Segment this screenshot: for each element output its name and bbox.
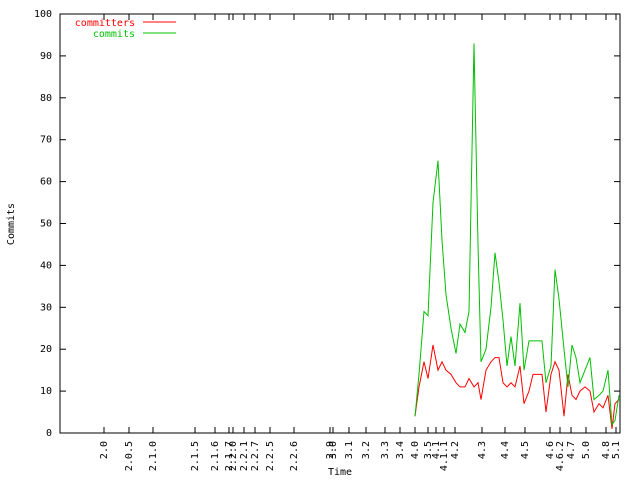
y-tick-label: 20 <box>40 344 52 355</box>
y-tick-label: 100 <box>34 9 52 20</box>
x-tick-label: 3.3 <box>380 441 391 459</box>
y-tick-label: 0 <box>46 428 52 439</box>
x-tick-label: 4.6.2 <box>555 441 566 471</box>
y-tick-label: 90 <box>40 51 52 62</box>
legend-label: committers <box>75 18 135 29</box>
series-line <box>414 344 620 429</box>
x-tick-label: 3.5 <box>423 441 434 459</box>
y-axis-label: Commits <box>6 203 17 245</box>
x-tick-label: 2.0 <box>99 441 110 459</box>
x-tick-label: 2.9 <box>325 441 336 459</box>
y-tick-label: 40 <box>40 260 52 271</box>
x-tick-label: 2.1.6 <box>210 441 221 471</box>
x-tick-label: 5.0 <box>581 441 592 459</box>
x-tick-label: 5.1 <box>611 441 622 459</box>
x-tick-label: 4.3 <box>477 441 488 459</box>
x-tick-label: 2.2.5 <box>265 441 276 471</box>
x-tick-label: 4.8 <box>601 441 612 459</box>
x-tick-label: 4.7 <box>566 441 577 459</box>
x-tick-label: 4.4 <box>500 441 511 459</box>
y-tick-label: 60 <box>40 177 52 188</box>
y-tick-label: 80 <box>40 93 52 104</box>
x-tick-label: 3.1 <box>344 441 355 459</box>
series-line <box>414 43 620 427</box>
x-tick-label: 4.6 <box>545 441 556 459</box>
y-tick-label: 10 <box>40 386 52 397</box>
x-tick-label: 2.2.0 <box>228 441 239 471</box>
x-tick-label: 2.1.5 <box>190 441 201 471</box>
y-tick-label: 30 <box>40 302 52 313</box>
x-tick-label: 4.1 <box>431 441 442 459</box>
x-tick-label: 3.4 <box>395 441 406 459</box>
x-tick-label: 4.5 <box>520 441 531 459</box>
x-tick-label: 3.0 <box>328 441 339 459</box>
x-axis-label: Time <box>328 467 352 478</box>
x-tick-label: 3.2 <box>361 441 372 459</box>
x-tick-label: 4.0 <box>410 441 421 459</box>
legend-label: commits <box>93 29 135 40</box>
x-tick-label: 2.0.5 <box>124 441 135 471</box>
x-tick-label: 2.2.6 <box>289 441 300 471</box>
x-tick-label: 2.2.1 <box>239 441 250 471</box>
x-tick-label: 2.1.0 <box>148 441 159 471</box>
y-tick-label: 50 <box>40 219 52 230</box>
y-tick-label: 70 <box>40 135 52 146</box>
x-tick-label: 2.2.7 <box>250 441 261 471</box>
plot-border <box>59 13 621 434</box>
x-tick-label: 4.2 <box>450 441 461 459</box>
x-tick-label: 2.1.7 <box>224 441 235 471</box>
x-tick-label: 4.1.1 <box>439 441 450 471</box>
